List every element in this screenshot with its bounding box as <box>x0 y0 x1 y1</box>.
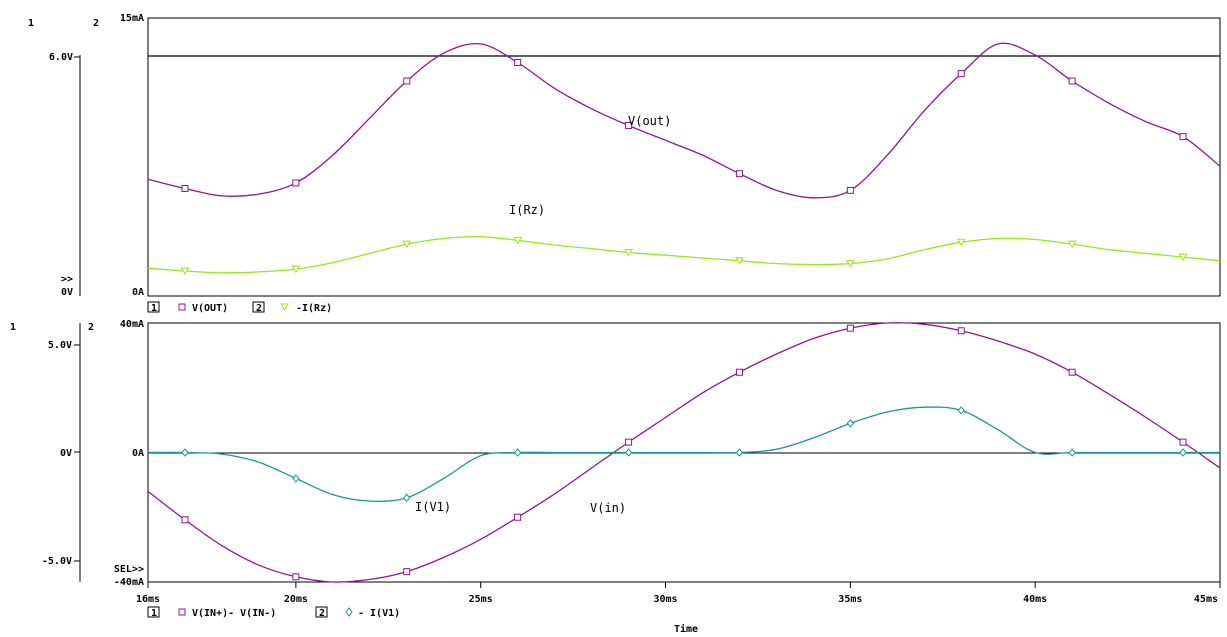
top-series-0-point <box>846 186 854 194</box>
bottom-series-1-point <box>957 406 965 415</box>
top-series-1-point <box>956 238 966 247</box>
top-left-tick-label-0v: 0V <box>61 287 73 298</box>
x-tick-label: 16ms <box>136 594 160 605</box>
top-series-0-point <box>403 77 411 85</box>
bottom-series-0-point <box>957 327 965 335</box>
top-panel-frame <box>147 17 1221 297</box>
bottom-series-1-point <box>846 419 855 428</box>
annotation-vout: V(out) <box>628 114 671 128</box>
top-series-1-point <box>1067 240 1077 249</box>
annotation-vin: V(in) <box>590 501 626 515</box>
bottom-series-group <box>147 322 1221 583</box>
bottom-right-tick-label-40ma: 40mA <box>120 319 144 330</box>
top-legend-id-box-1 <box>147 301 160 313</box>
x-tick-label: 35ms <box>838 594 862 605</box>
bottom-left-tick-label-5v: 5.0V <box>48 340 72 351</box>
bottom-axis-id-left: 1 <box>10 322 16 333</box>
x-tick-label: 40ms <box>1023 594 1047 605</box>
bottom-right-tick-label-neg40ma: -40mA <box>114 577 144 588</box>
top-series-1-point <box>402 240 412 249</box>
bottom-series-1-point <box>292 474 300 483</box>
top-series-1-point <box>291 265 301 274</box>
bottom-series-0-point <box>181 516 189 524</box>
bottom-series-0-point <box>514 513 522 521</box>
top-series-0-point <box>514 58 522 66</box>
top-legend-triangle-marker <box>280 303 289 311</box>
top-legend-square-marker <box>178 303 186 311</box>
top-series-line-0 <box>147 42 1221 199</box>
bottom-left-tick-label-neg5v: -5.0V <box>42 556 72 567</box>
bottom-series-0-point <box>846 324 854 332</box>
top-series-0-point <box>1179 133 1187 141</box>
top-series-1-point <box>624 248 633 257</box>
top-series-0-point <box>735 170 743 178</box>
x-tick-label: 25ms <box>469 594 493 605</box>
bottom-legend-id-2: 2 <box>319 608 325 619</box>
bottom-series-0-point <box>625 438 633 446</box>
top-left-tick-label-6v: 6.0V <box>49 52 73 63</box>
bottom-series-line-1 <box>147 406 1220 502</box>
top-series-1-point <box>1178 253 1188 262</box>
top-series-1-point <box>180 267 190 275</box>
bottom-series-0-point <box>292 573 300 581</box>
annotation-irz: I(Rz) <box>509 203 545 217</box>
bottom-legend-id-1: 1 <box>151 608 157 619</box>
bottom-legend-label-iv1: - I(V1) <box>358 608 400 619</box>
bottom-series-1-point <box>181 448 189 457</box>
bottom-legend-diamond-marker <box>345 607 353 617</box>
bottom-series-0-point <box>1179 438 1187 446</box>
bottom-axis-id-right: 2 <box>88 322 94 333</box>
bottom-series-1-point <box>624 448 633 457</box>
bottom-legend-id-box-1 <box>147 606 160 618</box>
bottom-series-0-point <box>735 368 743 376</box>
top-series-0-point <box>625 121 633 129</box>
top-series-0-point <box>957 70 965 78</box>
top-series-1-point <box>845 260 855 268</box>
top-legend-id-1: 1 <box>151 303 157 314</box>
x-tick-label: 30ms <box>653 594 677 605</box>
top-series-group <box>147 42 1221 275</box>
bottom-legend-square-marker <box>178 608 186 616</box>
top-legend-label-irz: -I(Rz) <box>296 303 332 314</box>
bottom-legend-label-vin: V(IN+)- V(IN-) <box>192 608 276 619</box>
top-right-tick-label-0a: 0A <box>132 287 144 298</box>
x-axis-ticks: 16ms 20ms 25ms 30ms 35ms 40ms 45ms <box>136 582 1221 605</box>
top-series-0-point <box>292 179 300 187</box>
bottom-series-1-point <box>1179 448 1187 457</box>
top-legend-label-vout: V(OUT) <box>192 303 228 314</box>
top-series-0-point <box>181 185 189 193</box>
top-axis-id-right: 2 <box>93 18 99 29</box>
x-tick-label: 45ms <box>1194 594 1218 605</box>
top-legend-id-box-2 <box>252 301 265 313</box>
x-tick-label: 20ms <box>284 594 308 605</box>
top-sel-marker: >> <box>61 274 73 285</box>
bottom-left-tick-label-0v: 0V <box>60 448 72 459</box>
bottom-series-1-point <box>403 493 411 503</box>
annotation-iv1: I(V1) <box>415 500 451 514</box>
bottom-series-1-point <box>735 448 744 457</box>
bottom-series-line-0 <box>147 322 1221 583</box>
bottom-legend-id-box-2 <box>315 606 328 618</box>
top-series-1-point <box>735 257 744 265</box>
top-series-0-point <box>1068 77 1076 85</box>
bottom-sel-marker: SEL>> <box>114 564 144 575</box>
top-legend-id-2: 2 <box>256 303 262 314</box>
top-right-tick-label-15ma: 15mA <box>120 13 144 24</box>
bottom-series-1-point <box>513 448 522 457</box>
bottom-series-1-point <box>1068 448 1076 457</box>
bottom-right-tick-label-0a: 0A <box>132 448 144 459</box>
bottom-series-0-point <box>403 568 411 576</box>
top-series-1-point <box>513 236 523 245</box>
x-axis-title: Time <box>674 623 698 635</box>
bottom-series-0-point <box>1068 368 1076 376</box>
top-series-line-1 <box>147 235 1221 274</box>
top-axis-id-left: 1 <box>28 18 34 29</box>
